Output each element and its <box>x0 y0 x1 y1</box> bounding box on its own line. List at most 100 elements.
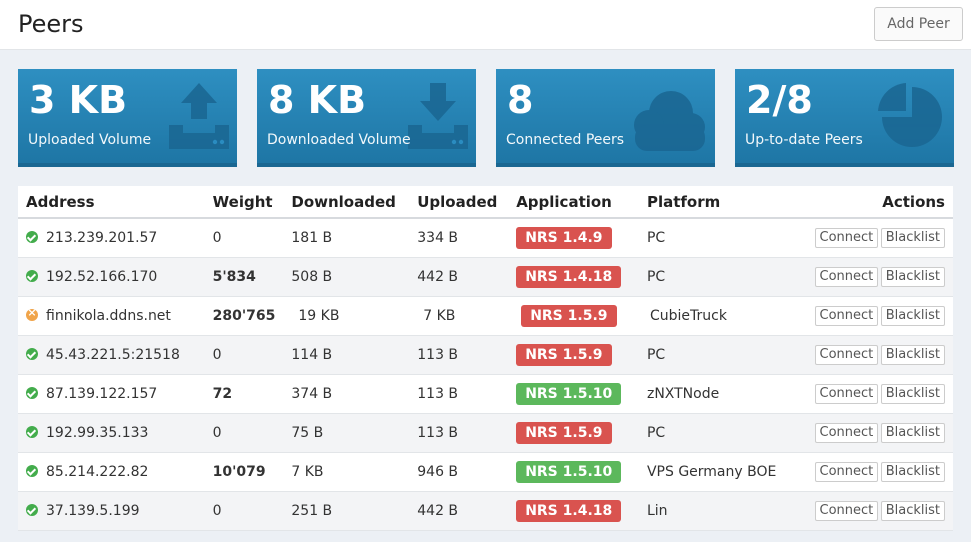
peer-address-cell: 85.214.222.82 <box>18 452 205 492</box>
peer-address-cell: 37.139.5.199 <box>18 491 205 531</box>
application-badge: NRS 1.4.18 <box>516 499 622 522</box>
stat-value: 8 KB <box>268 78 367 122</box>
peer-platform: Lin <box>638 491 809 531</box>
blacklist-button[interactable]: Blacklist <box>880 227 945 248</box>
stat-label: Downloaded Volume <box>267 132 411 148</box>
status-warning-icon <box>26 306 38 321</box>
peer-address[interactable]: 192.99.35.133 <box>46 424 149 441</box>
blacklist-button[interactable]: Blacklist <box>880 500 945 521</box>
connect-button[interactable]: Connect <box>814 383 879 404</box>
peer-address[interactable]: 192.52.166.170 <box>46 268 158 285</box>
peer-weight: 0 <box>204 413 284 453</box>
peer-address-cell: 192.52.166.170 <box>18 257 205 297</box>
pie-chart-icon <box>876 81 948 153</box>
peer-address[interactable]: 45.43.221.5:21518 <box>46 346 180 363</box>
peer-application-cell: NRS 1.4.9 <box>508 218 639 258</box>
peer-address[interactable]: finnikola.ddns.net <box>46 307 171 324</box>
peers-table: Address Weight Downloaded Uploaded Appli… <box>18 186 953 531</box>
add-peer-button[interactable]: Add Peer <box>874 7 963 41</box>
connect-button[interactable]: Connect <box>814 500 879 521</box>
stat-connected-peers: 8 Connected Peers <box>496 69 715 167</box>
status-ok-icon <box>26 347 38 360</box>
connect-button[interactable]: Connect <box>814 266 879 287</box>
peer-uploaded: 113 B <box>409 374 509 414</box>
application-badge: NRS 1.4.9 <box>516 226 612 249</box>
stat-downloaded-volume: 8 KB Downloaded Volume <box>257 69 476 167</box>
page-title: Peers <box>18 10 84 38</box>
peer-application-cell: NRS 1.5.9 <box>508 335 639 375</box>
status-ok-icon <box>26 230 38 243</box>
peer-actions: Connect Blacklist <box>808 413 953 453</box>
peer-weight: 280'765 <box>204 296 284 336</box>
table-row: 192.52.166.170 5'834 508 B 442 B NRS 1.4… <box>18 257 953 297</box>
stat-label: Uploaded Volume <box>28 132 152 148</box>
table-row: 87.139.122.157 72 374 B 113 B NRS 1.5.10… <box>18 374 953 414</box>
connect-button[interactable]: Connect <box>814 422 879 443</box>
column-header-address[interactable]: Address <box>18 186 205 219</box>
blacklist-button[interactable]: Blacklist <box>880 383 945 404</box>
peer-platform: PC <box>638 257 809 297</box>
column-header-weight[interactable]: Weight <box>204 186 284 219</box>
cloud-icon <box>625 81 709 153</box>
stat-value: 3 KB <box>29 78 128 122</box>
column-header-platform[interactable]: Platform <box>638 186 809 219</box>
peer-platform: VPS Germany BOE <box>638 452 809 492</box>
page-header: Peers Add Peer <box>0 0 971 50</box>
application-badge: NRS 1.5.10 <box>516 460 622 483</box>
peer-downloaded: 508 B <box>283 257 410 297</box>
blacklist-button[interactable]: Blacklist <box>880 305 945 326</box>
column-header-uploaded[interactable]: Uploaded <box>409 186 509 219</box>
peer-address-cell: 87.139.122.157 <box>18 374 205 414</box>
stat-value: 8 <box>507 78 534 122</box>
blacklist-button[interactable]: Blacklist <box>880 266 945 287</box>
peer-downloaded: 7 KB <box>283 452 410 492</box>
download-icon <box>406 81 470 153</box>
stat-value: 2/8 <box>746 78 813 122</box>
peer-weight: 0 <box>204 491 284 531</box>
peer-downloaded: 374 B <box>283 374 410 414</box>
peer-application-cell: NRS 1.5.10 <box>508 452 639 492</box>
peer-actions: Connect Blacklist <box>808 218 953 258</box>
peer-platform: PC <box>638 335 809 375</box>
peer-application-cell: NRS 1.5.9 <box>508 413 639 453</box>
peer-application-cell: NRS 1.4.18 <box>508 491 639 531</box>
peer-application-cell: NRS 1.5.10 <box>508 374 639 414</box>
peer-uploaded: 7 KB <box>409 296 509 336</box>
column-header-downloaded[interactable]: Downloaded <box>283 186 410 219</box>
connect-button[interactable]: Connect <box>814 305 879 326</box>
peer-address[interactable]: 87.139.122.157 <box>46 385 158 402</box>
connect-button[interactable]: Connect <box>814 227 879 248</box>
connect-button[interactable]: Connect <box>814 461 879 482</box>
peer-actions: Connect Blacklist <box>808 257 953 297</box>
peer-uploaded: 442 B <box>409 257 509 297</box>
application-badge: NRS 1.5.9 <box>521 304 617 327</box>
peer-application-cell: NRS 1.5.9 <box>508 296 639 336</box>
stat-label: Up-to-date Peers <box>745 132 863 148</box>
peer-address[interactable]: 213.239.201.57 <box>46 229 158 246</box>
peer-weight: 10'079 <box>204 452 284 492</box>
column-header-application[interactable]: Application <box>508 186 639 219</box>
peer-actions: Connect Blacklist <box>808 335 953 375</box>
blacklist-button[interactable]: Blacklist <box>880 461 945 482</box>
blacklist-button[interactable]: Blacklist <box>880 344 945 365</box>
peer-downloaded: 19 KB <box>283 296 410 336</box>
status-ok-icon <box>26 386 38 399</box>
table-row: 37.139.5.199 0 251 B 442 B NRS 1.4.18 Li… <box>18 491 953 531</box>
status-ok-icon <box>26 464 38 477</box>
table-header-row: Address Weight Downloaded Uploaded Appli… <box>18 186 953 219</box>
peer-actions: Connect Blacklist <box>808 491 953 531</box>
peer-actions: Connect Blacklist <box>808 452 953 492</box>
peer-address[interactable]: 85.214.222.82 <box>46 463 149 480</box>
peer-weight: 0 <box>204 218 284 258</box>
application-badge: NRS 1.5.9 <box>516 421 612 444</box>
blacklist-button[interactable]: Blacklist <box>880 422 945 443</box>
peer-weight: 72 <box>204 374 284 414</box>
stat-label: Connected Peers <box>506 132 625 148</box>
peer-address-cell: 213.239.201.57 <box>18 218 205 258</box>
peer-platform: zNXTNode <box>638 374 809 414</box>
peer-downloaded: 75 B <box>283 413 410 453</box>
connect-button[interactable]: Connect <box>814 344 879 365</box>
peer-weight: 5'834 <box>204 257 284 297</box>
peer-address[interactable]: 37.139.5.199 <box>46 502 140 519</box>
application-badge: NRS 1.5.10 <box>516 382 622 405</box>
